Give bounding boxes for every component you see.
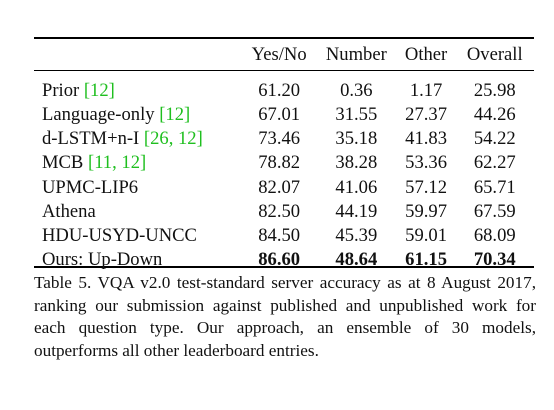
method-name: Language-only (42, 104, 155, 126)
other-cell: 1.17 (409, 79, 443, 101)
table-row: MCB [11, 12] 78.82 38.28 53.36 62.27 (34, 151, 534, 175)
overall-cell-best: 70.34 (473, 249, 516, 271)
header-number: Number (325, 44, 387, 65)
citation-link[interactable]: [12] (83, 79, 115, 101)
yes-no-cell: 78.82 (258, 152, 301, 174)
number-cell: 41.06 (335, 176, 378, 198)
table-row: Athena 82.50 44.19 59.97 67.59 (34, 200, 534, 224)
table-row-ours: Ours: Up-Down 86.60 48.64 61.15 70.34 (34, 248, 534, 272)
table-row: HDU-USYD-UNCC 84.50 45.39 59.01 68.09 (34, 224, 534, 248)
table-row: d-LSTM+n-I [26, 12] 73.46 35.18 41.83 54… (34, 127, 534, 151)
method-name: MCB (42, 152, 84, 174)
method-name: Prior (42, 79, 80, 101)
header-yes-no: Yes/No (251, 44, 307, 65)
other-cell: 27.37 (405, 104, 447, 126)
table-row: Prior [12] 61.20 0.36 1.17 25.98 (34, 70, 534, 103)
overall-cell: 54.22 (473, 128, 516, 150)
method-cell: Language-only [12] (34, 103, 242, 127)
results-table: Yes/No Number Other Overall Prior [12] 6… (34, 40, 534, 272)
overall-cell: 68.09 (473, 225, 516, 247)
yes-no-cell: 82.50 (258, 200, 301, 222)
method-name: HDU-USYD-UNCC (42, 225, 197, 247)
method-cell: HDU-USYD-UNCC (34, 224, 242, 248)
citation-link[interactable]: [11, 12] (88, 152, 147, 174)
overall-cell: 25.98 (473, 79, 516, 101)
other-cell: 59.97 (405, 200, 447, 222)
header-overall: Overall (466, 44, 523, 65)
yes-no-cell: 61.20 (258, 79, 301, 101)
method-cell: Athena (34, 200, 242, 224)
number-cell: 38.28 (335, 152, 378, 174)
overall-cell: 44.26 (473, 104, 516, 126)
yes-no-cell: 84.50 (258, 225, 301, 247)
number-cell: 0.36 (340, 79, 373, 101)
method-name: Ours: Up-Down (42, 249, 163, 271)
yes-no-cell-best: 86.60 (258, 249, 301, 271)
citation-link[interactable]: [12] (159, 104, 191, 126)
overall-cell: 62.27 (473, 152, 516, 174)
other-cell: 41.83 (405, 128, 447, 150)
method-cell: d-LSTM+n-I [26, 12] (34, 127, 242, 151)
method-name: UPMC-LIP6 (42, 176, 139, 198)
other-cell: 53.36 (405, 152, 447, 174)
number-cell: 44.19 (335, 200, 378, 222)
method-name: Athena (42, 200, 96, 222)
table-caption: Table 5. VQA v2.0 test-standard server a… (34, 273, 536, 360)
number-cell: 31.55 (335, 104, 378, 126)
other-cell-best: 61.15 (405, 249, 447, 271)
overall-cell: 65.71 (473, 176, 516, 198)
citation-link[interactable]: [26, 12] (143, 128, 203, 150)
other-cell: 59.01 (405, 225, 447, 247)
overall-cell: 67.59 (473, 200, 516, 222)
yes-no-cell: 67.01 (258, 104, 301, 126)
method-cell: Prior [12] (34, 70, 242, 103)
yes-no-cell: 82.07 (258, 176, 301, 198)
table-row: Language-only [12] 67.01 31.55 27.37 44.… (34, 103, 534, 127)
number-cell: 35.18 (335, 128, 378, 150)
method-cell: UPMC-LIP6 (34, 176, 242, 200)
method-cell: MCB [11, 12] (34, 151, 242, 175)
table-bottom-rule (34, 266, 534, 268)
header-other: Other (404, 44, 448, 65)
table-header-rule (34, 70, 534, 71)
number-cell-best: 48.64 (335, 249, 378, 271)
table-top-rule (34, 37, 534, 39)
table-row: UPMC-LIP6 82.07 41.06 57.12 65.71 (34, 176, 534, 200)
table-header-row: Yes/No Number Other Overall (34, 40, 534, 70)
method-cell: Ours: Up-Down (34, 248, 242, 272)
yes-no-cell: 73.46 (258, 128, 301, 150)
other-cell: 57.12 (405, 176, 447, 198)
header-method (34, 40, 242, 70)
method-name: d-LSTM+n-I (42, 128, 140, 150)
number-cell: 45.39 (335, 225, 378, 247)
